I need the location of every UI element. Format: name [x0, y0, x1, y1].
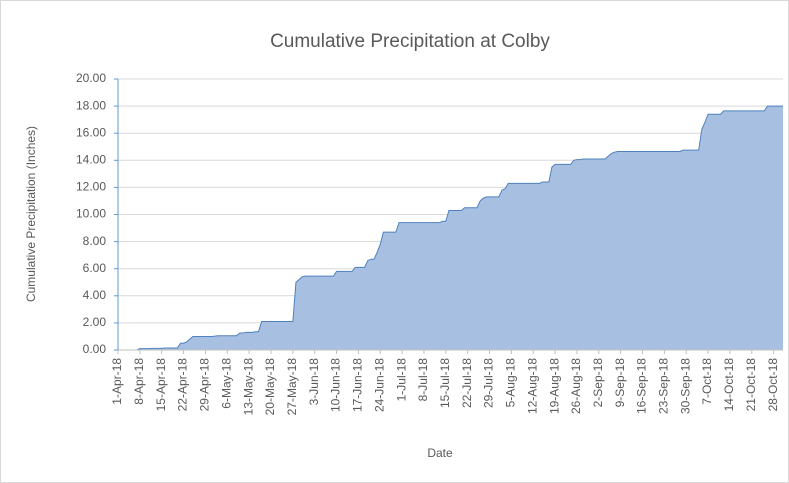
x-tick-label: 29-Apr-18	[198, 358, 212, 412]
y-tick-label: 6.00	[83, 261, 107, 275]
x-tick-label: 10-Jun-18	[329, 358, 343, 412]
x-tick-label: 26-Aug-18	[569, 358, 583, 414]
y-tick-label: 4.00	[83, 288, 107, 302]
x-tick-label: 20-May-18	[263, 358, 277, 416]
x-tick-label: 2-Sep-18	[591, 358, 605, 408]
x-tick-label: 8-Apr-18	[132, 358, 146, 405]
y-tick-label: 10.00	[76, 207, 106, 221]
chart-title: Cumulative Precipitation at Colby	[270, 31, 550, 52]
x-tick-label: 7-Oct-18	[700, 358, 714, 405]
y-tick-label: 14.00	[76, 152, 106, 166]
x-tick-label: 28-Oct-18	[766, 358, 780, 412]
x-tick-label: 19-Aug-18	[547, 358, 561, 414]
y-tick-label: 0.00	[83, 342, 107, 356]
x-tick-label: 15-Jul-18	[438, 358, 452, 408]
x-tick-label: 14-Oct-18	[722, 358, 736, 412]
y-tick-label: 2.00	[83, 315, 107, 329]
x-axis-label: Date	[427, 446, 453, 460]
x-tick-label: 6-May-18	[219, 358, 233, 409]
x-tick-label: 16-Sep-18	[635, 358, 649, 414]
y-axis-label: Cumulative Precipitation (Inches)	[24, 126, 38, 302]
x-tick-label: 27-May-18	[285, 358, 299, 416]
area	[118, 106, 783, 350]
area-outline	[118, 105, 783, 351]
x-tick-label: 8-Jul-18	[416, 358, 430, 402]
y-tick-label: 12.00	[76, 180, 106, 194]
x-tick-label: 3-Jun-18	[307, 358, 321, 406]
x-tick-label: 24-Jun-18	[372, 358, 386, 412]
x-tick-label: 1-Apr-18	[110, 358, 124, 405]
x-tick-label: 21-Oct-18	[744, 358, 758, 412]
x-tick-label: 5-Aug-18	[504, 358, 518, 408]
y-tick-label: 16.00	[76, 125, 106, 139]
y-tick-label: 8.00	[83, 234, 107, 248]
x-tick-label: 30-Sep-18	[678, 358, 692, 414]
x-tick-label: 15-Apr-18	[154, 358, 168, 412]
y-tick-label: 18.00	[76, 98, 106, 112]
x-tick-label: 22-Jul-18	[460, 358, 474, 408]
y-tick-label: 20.00	[76, 71, 106, 85]
x-tick-label: 13-May-18	[241, 358, 255, 416]
x-tick-label: 12-Aug-18	[525, 358, 539, 414]
x-tick-label: 29-Jul-18	[482, 358, 496, 408]
x-tick-label: 9-Sep-18	[613, 358, 627, 408]
x-tick-label: 17-Jun-18	[351, 358, 365, 412]
x-tick-label: 23-Sep-18	[657, 358, 671, 414]
x-tick-label: 22-Apr-18	[176, 358, 190, 412]
x-tick-label: 1-Jul-18	[394, 358, 408, 402]
